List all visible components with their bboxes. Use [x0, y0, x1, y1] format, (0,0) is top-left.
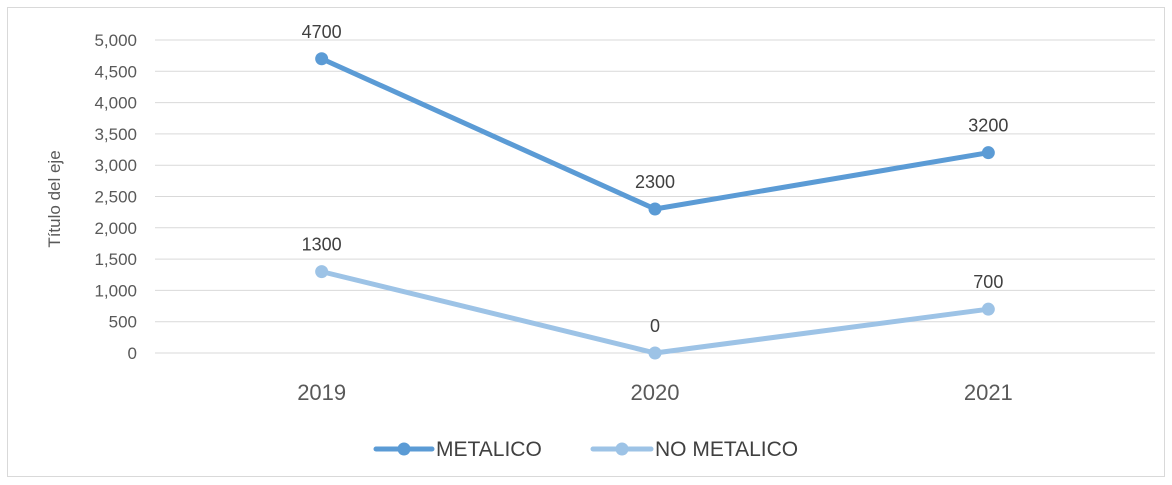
y-tick-label: 1,000: [94, 281, 137, 300]
y-tick-label: 2,000: [94, 219, 137, 238]
data-label: 2300: [635, 172, 675, 192]
x-tick-label: 2019: [297, 380, 346, 405]
data-label: 700: [973, 272, 1003, 292]
y-tick-label: 4,500: [94, 62, 137, 81]
y-tick-label: 3,000: [94, 156, 137, 175]
y-tick-label: 0: [128, 344, 137, 363]
legend: METALICO NO METALICO: [373, 438, 798, 461]
y-axis-title: Título del eje: [45, 150, 64, 247]
data-point: [648, 346, 662, 360]
legend-marker: [397, 442, 411, 456]
x-tick-label: 2021: [964, 380, 1013, 405]
chart-frame: [7, 7, 1165, 477]
y-tick-label: 500: [109, 313, 137, 332]
y-tick-label: 1,500: [94, 250, 137, 269]
y-tick-label: 4,000: [94, 94, 137, 113]
y-tick-label: 5,000: [94, 31, 137, 50]
y-axis-ticks: 0 500 1,000 1,500 2,000 2,500 3,000 3,500 4,000 4…: [94, 31, 137, 363]
data-label: 1300: [302, 235, 342, 255]
data-point: [981, 146, 995, 160]
data-label: 4700: [302, 22, 342, 42]
data-label: 0: [650, 316, 660, 336]
series-no-metalico: 1300 0 700: [302, 235, 1003, 360]
data-point: [315, 265, 329, 279]
data-point: [981, 302, 995, 316]
y-tick-label: 2,500: [94, 188, 137, 207]
series-line: [319, 269, 991, 356]
data-label: 3200: [968, 116, 1008, 136]
series-group: 4700 2300 3200 1300 0 700: [302, 22, 1008, 360]
legend-item: NO METALICO: [590, 438, 798, 461]
legend-marker: [615, 442, 629, 456]
data-point: [648, 202, 662, 216]
legend-label: METALICO: [436, 438, 542, 461]
x-tick-label: 2020: [631, 380, 680, 405]
data-point: [315, 52, 329, 66]
legend-label: NO METALICO: [655, 438, 798, 461]
legend-item: METALICO: [373, 438, 542, 461]
x-axis-ticks: 2019 2020 2021: [297, 380, 1013, 405]
gridlines: [155, 39, 1155, 323]
y-tick-label: 3,500: [94, 125, 137, 144]
series-metalico: 4700 2300 3200: [302, 22, 1008, 216]
